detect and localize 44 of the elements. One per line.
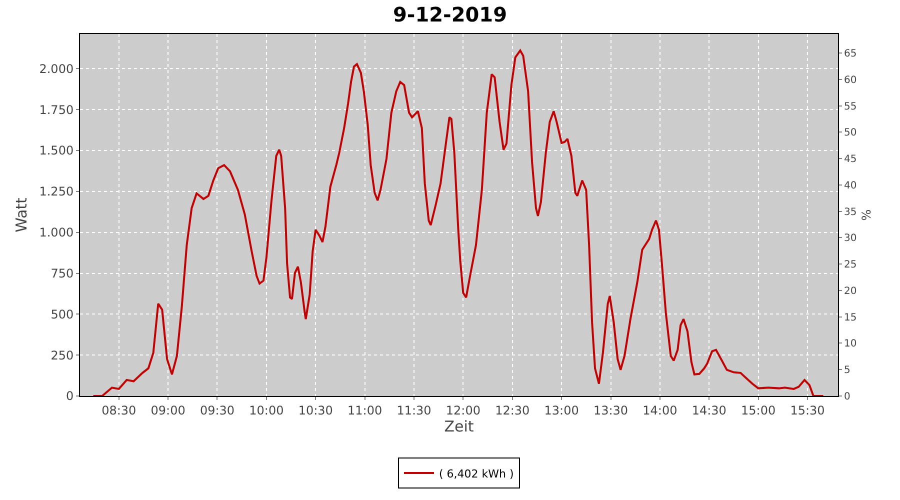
- y-tick-label: 1.250: [39, 184, 74, 199]
- y2-tick-label: 60: [844, 74, 857, 86]
- x-tick-label: 12:30: [495, 403, 530, 418]
- x-tick-label: 14:00: [642, 403, 678, 418]
- y-tick-label: 1.000: [39, 226, 74, 240]
- x-tick-label: 10:00: [249, 403, 284, 418]
- y2-tick-label: 0: [844, 392, 850, 402]
- y2-axis-title: %: [860, 209, 874, 221]
- x-tick-label: 11:30: [396, 403, 432, 418]
- x-tick-label: 08:30: [102, 403, 136, 418]
- x-tick-label: 14:30: [692, 403, 726, 418]
- x-tick-label: 13:30: [593, 403, 628, 418]
- y-axis-title: Watt: [12, 197, 30, 232]
- y2-tick-label: 20: [844, 286, 857, 297]
- x-tick-label: 09:30: [200, 403, 235, 418]
- x-tick-label: 09:00: [150, 403, 186, 418]
- x-axis-title: Zeit: [444, 417, 474, 436]
- y2-tick-label: 50: [844, 128, 857, 139]
- y2-tick-label: 65: [844, 48, 857, 60]
- legend-label: ( 6,402 kWh ): [439, 467, 514, 480]
- y2-tick-label: 35: [844, 206, 857, 218]
- y2-tick-label: 25: [844, 260, 857, 271]
- x-tick-label: 11:00: [348, 403, 382, 418]
- y-tick-label: 250: [50, 348, 74, 362]
- y2-tick-label: 30: [844, 233, 857, 244]
- x-tick-label: 12:00: [446, 403, 480, 418]
- y-tick-label: 500: [50, 307, 74, 322]
- y2-tick-label: 10: [844, 338, 857, 350]
- x-tick-label: 13:00: [544, 403, 579, 418]
- y-tick-label: 1.500: [39, 144, 74, 158]
- x-tick-label: 10:30: [298, 403, 333, 418]
- x-tick-label: 15:00: [741, 403, 776, 418]
- y-tick-label: 1.750: [39, 102, 74, 117]
- y-tick-label: 0: [66, 389, 74, 404]
- y2-tick-label: 40: [844, 180, 857, 192]
- y2-tick-label: 55: [844, 101, 857, 112]
- y-tick-label: 2.000: [39, 62, 74, 76]
- y2-tick-label: 15: [844, 312, 857, 324]
- line-series: [92, 50, 824, 396]
- y2-tick-label: 5: [844, 365, 850, 376]
- x-tick-label: 15:30: [790, 403, 825, 418]
- y-tick-label: 750: [50, 266, 74, 280]
- y2-tick-label: 45: [844, 154, 857, 166]
- chart-title: 9-12-2019: [392, 2, 508, 26]
